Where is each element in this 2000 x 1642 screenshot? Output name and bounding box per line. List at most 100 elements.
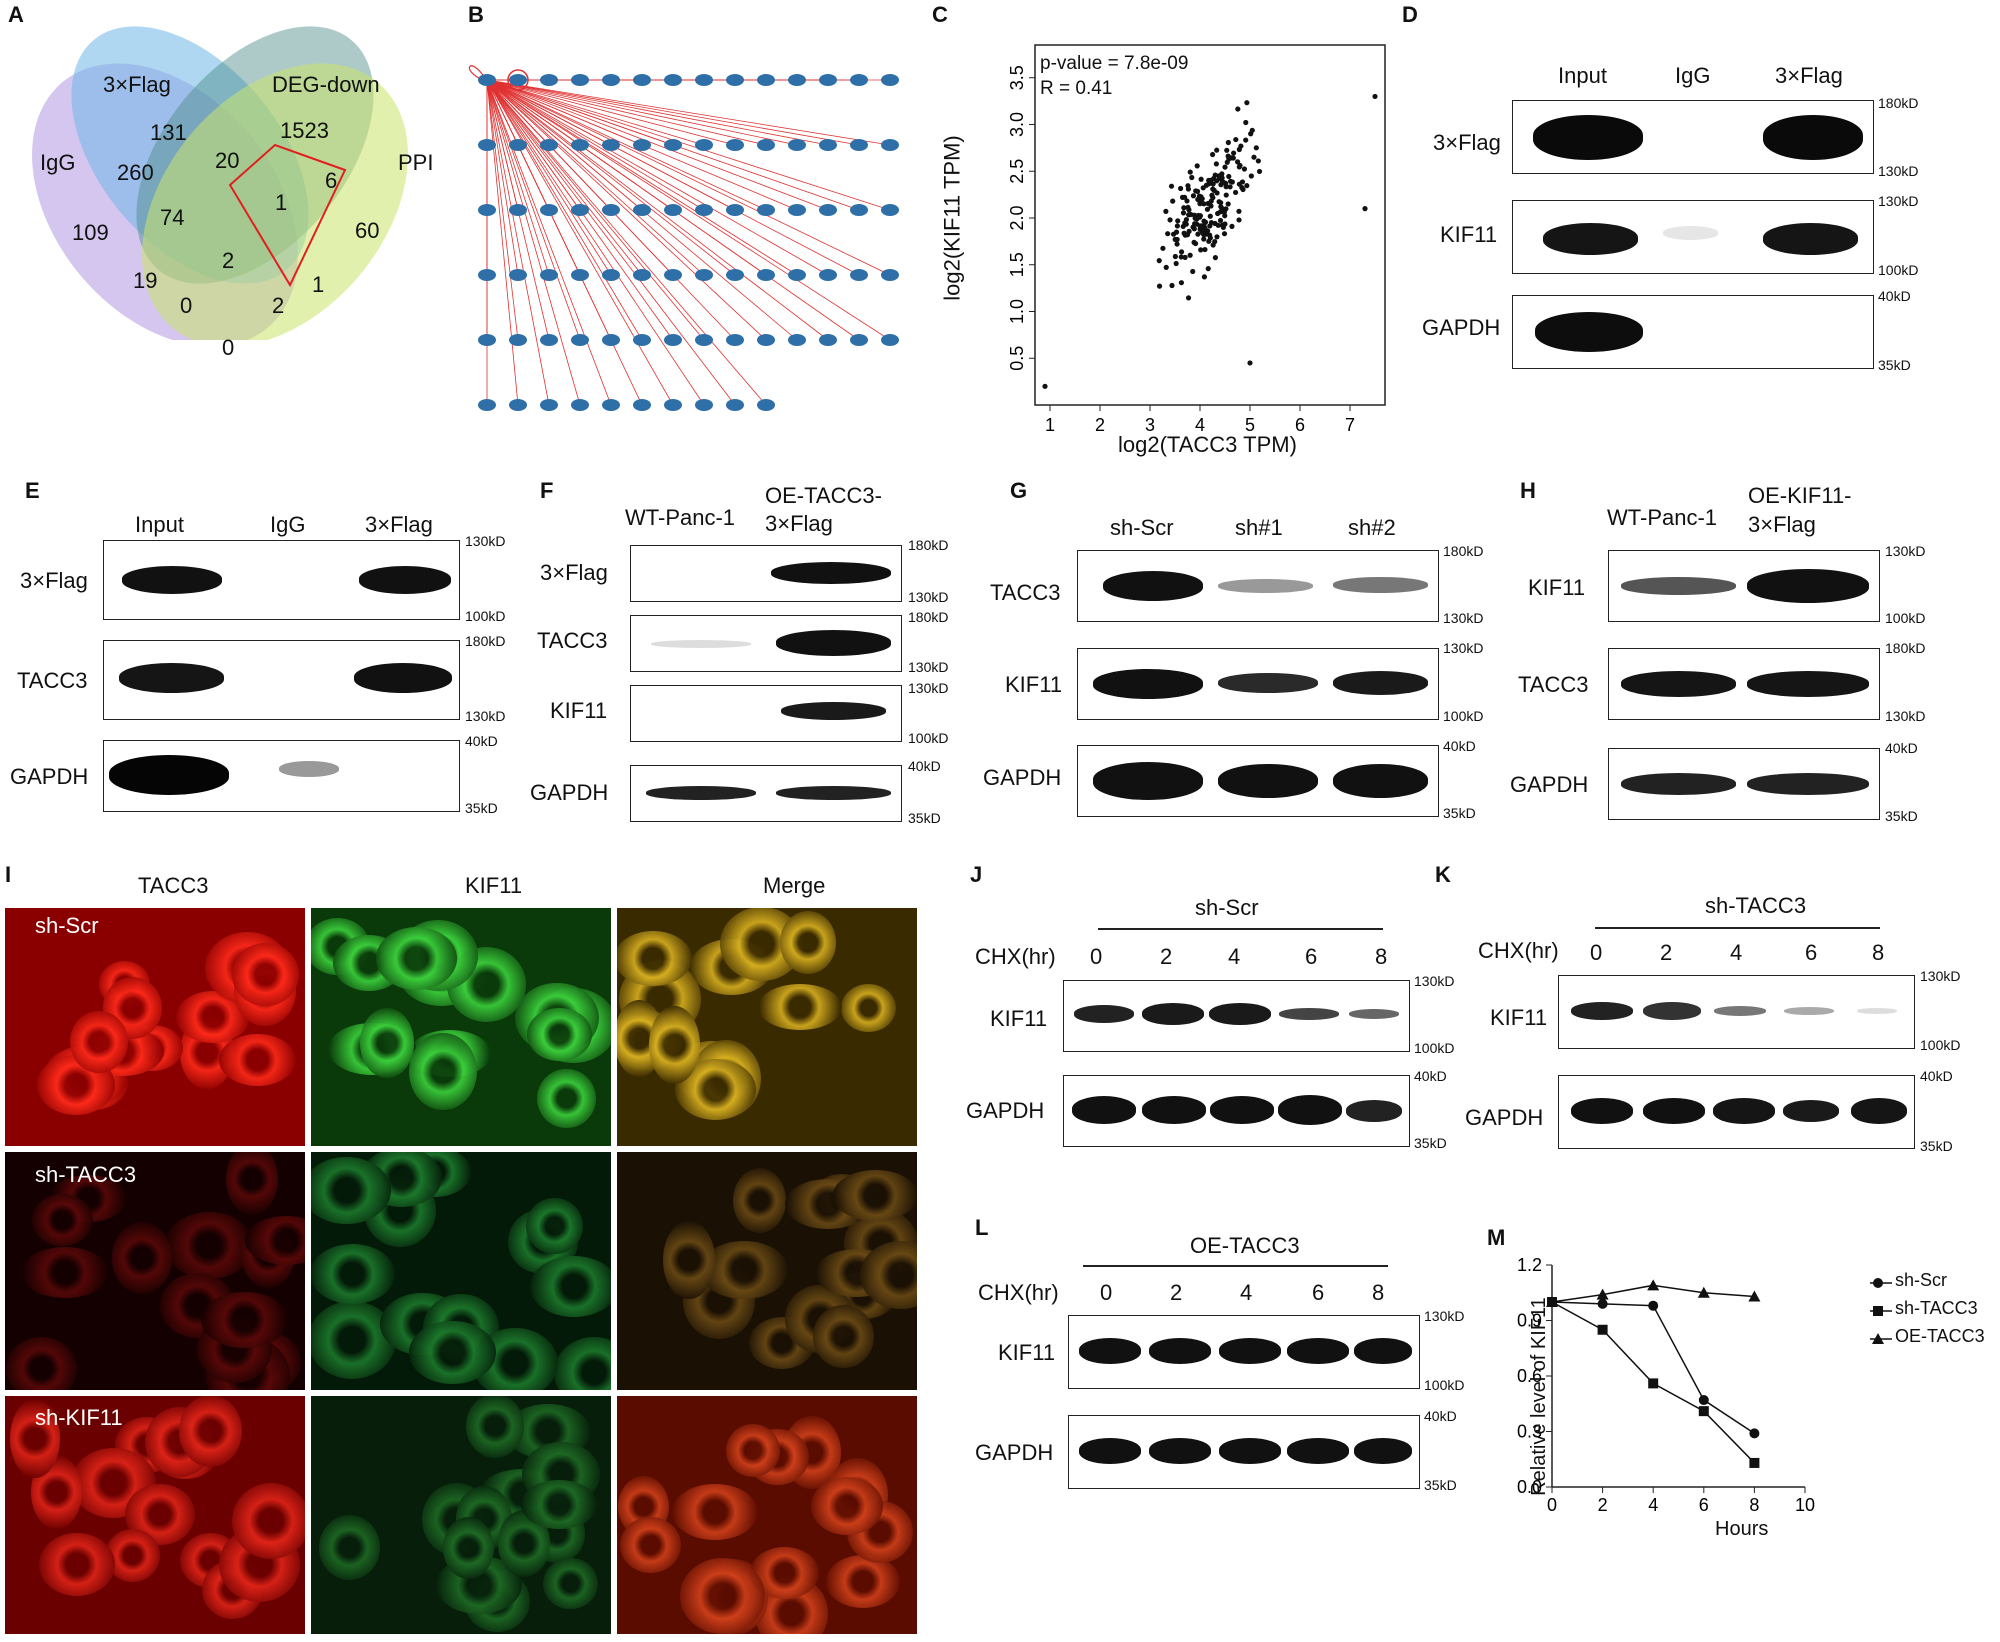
mw-marker: 35kD (1414, 1135, 1447, 1151)
scatter-point (1165, 231, 1171, 237)
lane-label: 3×Flag (1748, 512, 1816, 537)
if-cell (840, 983, 896, 1033)
ppi-network (468, 65, 899, 411)
scatter-point (1249, 127, 1255, 133)
scatter-point (1223, 184, 1229, 190)
time-label: 2 (1660, 940, 1673, 965)
mw-marker: 40kD (908, 758, 941, 774)
scatter-r: R = 0.41 (1040, 78, 1113, 99)
scatter-point (1201, 201, 1207, 207)
lane-label: 3×Flag (765, 511, 833, 536)
venn-count: 1 (275, 190, 288, 215)
time-label: 6 (1312, 1280, 1325, 1305)
network-edge (486, 79, 829, 211)
if-cell (537, 1068, 596, 1129)
network-node (633, 334, 651, 346)
if-cell (164, 1212, 254, 1279)
data-point (1698, 1406, 1709, 1417)
time-label: 2 (1160, 944, 1173, 969)
blot-band (359, 566, 451, 594)
data-point (1596, 1288, 1609, 1300)
if-image (5, 1396, 305, 1634)
y-tick-label: 0.0 (1517, 1477, 1542, 1497)
blot-band (1621, 577, 1736, 595)
network-edge (486, 79, 829, 341)
data-point (1647, 1279, 1660, 1291)
blot-band (1714, 1006, 1766, 1016)
if-cell (375, 926, 458, 991)
network-node (509, 399, 527, 411)
mw-marker: 130kD (908, 659, 949, 675)
lane-label: sh#2 (1348, 515, 1396, 540)
scatter-point (1224, 147, 1230, 153)
scatter-point (1210, 151, 1216, 158)
network-node (726, 399, 744, 411)
if-cell (833, 1170, 917, 1221)
blot-membrane (630, 765, 902, 822)
scatter-point (1222, 221, 1228, 227)
if-image (617, 1396, 917, 1634)
blot-band (1851, 1098, 1907, 1124)
venn-count: 20 (215, 148, 240, 173)
network-node (571, 269, 589, 281)
blot-band (1784, 1007, 1834, 1015)
network-edge (486, 79, 550, 276)
scatter-point (1236, 217, 1242, 223)
venn-label-flag: 3×Flag (103, 72, 171, 97)
panel-label-f: F (540, 478, 554, 503)
mw-marker: 40kD (1878, 288, 1911, 304)
scatter-point (1214, 147, 1220, 153)
scatter-point (1239, 179, 1246, 185)
time-label: 0 (1100, 1280, 1113, 1305)
blot-band (279, 761, 339, 777)
scatter-point (1236, 208, 1242, 214)
scatter-point (1192, 240, 1199, 247)
blot-band (1543, 223, 1638, 255)
network-node (881, 204, 899, 216)
mw-marker: 100kD (1885, 610, 1926, 626)
row-label: GAPDH (1510, 772, 1589, 797)
if-cell (311, 1244, 396, 1304)
if-row-label: sh-TACC3 (35, 1162, 137, 1187)
blot-band (1219, 1438, 1281, 1464)
scatter-point (1227, 184, 1233, 190)
x-tick-label: 2 (1598, 1495, 1608, 1515)
scatter-point (1212, 239, 1218, 245)
panel-label-b: B (468, 2, 484, 27)
blot-band (1571, 1002, 1633, 1020)
mw-marker: 100kD (1443, 708, 1484, 724)
blot-band (651, 640, 751, 648)
x-tick-label: 0 (1547, 1495, 1557, 1515)
if-cell (442, 1516, 494, 1580)
scatter-point (1221, 231, 1228, 237)
network-edge (486, 79, 581, 341)
time-label: 4 (1228, 944, 1241, 969)
mw-marker: 130kD (465, 708, 506, 724)
network-node (602, 269, 620, 281)
scatter-point (1222, 164, 1228, 170)
mw-marker: 130kD (1878, 163, 1919, 179)
if-col-label: Merge (763, 873, 826, 898)
scatter-point (1208, 219, 1215, 226)
blot-band (1533, 115, 1643, 160)
network-node (602, 334, 620, 346)
legend-label: sh-TACC3 (1895, 1298, 1978, 1318)
time-label: 6 (1805, 940, 1818, 965)
y-tick-label: 0.3 (1517, 1422, 1542, 1442)
blot-band (1072, 1096, 1136, 1124)
network-node (695, 74, 713, 86)
scatter-point (1213, 161, 1219, 167)
blot-band (1663, 226, 1718, 240)
network-node (509, 139, 527, 151)
blot-band (1210, 1096, 1274, 1124)
network-node (540, 204, 558, 216)
blot-membrane (103, 740, 460, 812)
network-node (757, 334, 775, 346)
if-image (617, 908, 917, 1146)
mw-marker: 130kD (908, 680, 949, 696)
scatter-point (1223, 192, 1229, 198)
network-edge (486, 79, 643, 341)
panel-label-e: E (25, 478, 40, 503)
if-cell (318, 1515, 381, 1580)
x-tick-label: 8 (1749, 1495, 1759, 1515)
